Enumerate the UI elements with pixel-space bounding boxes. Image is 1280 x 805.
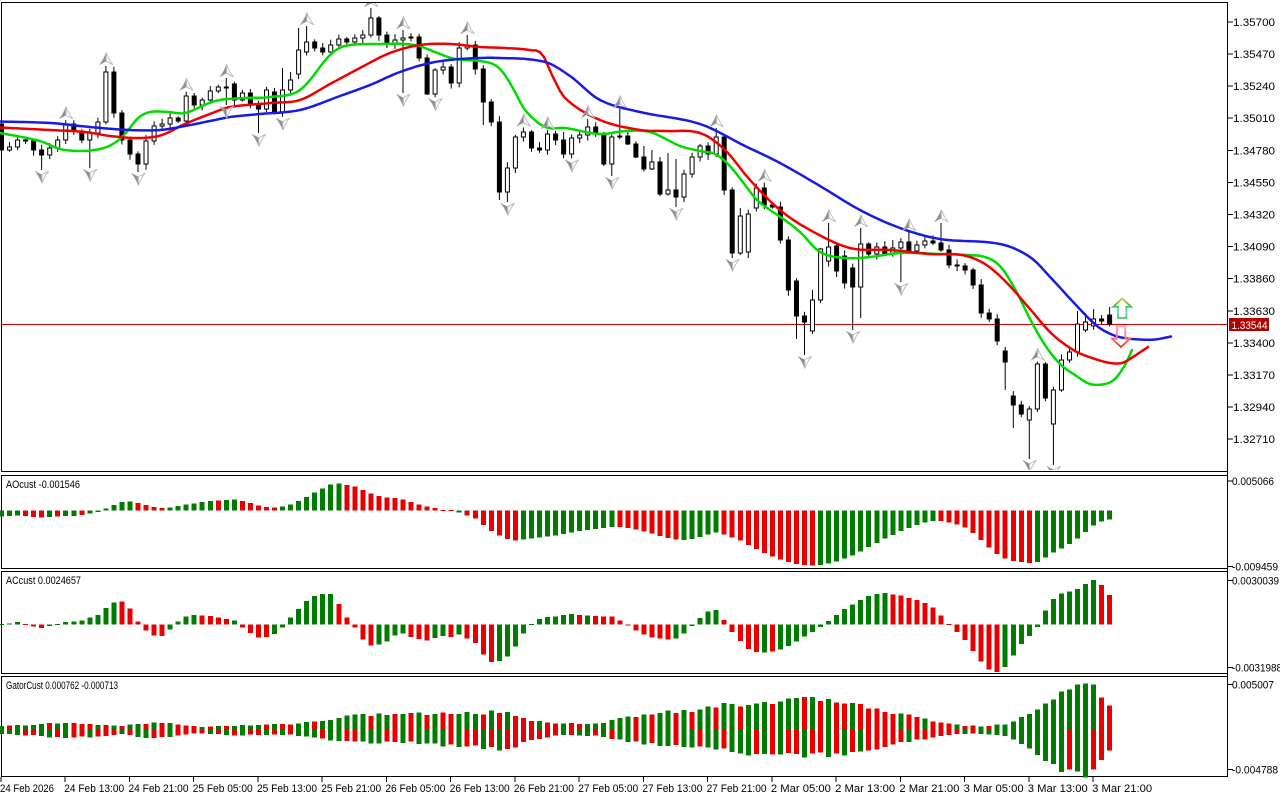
svg-text:-0.004788: -0.004788 <box>1232 765 1278 777</box>
svg-text:25 Feb 05:00: 25 Feb 05:00 <box>193 783 253 795</box>
svg-text:26 Feb 13:00: 26 Feb 13:00 <box>450 783 510 795</box>
svg-text:3 Mar 05:00: 3 Mar 05:00 <box>964 783 1024 795</box>
svg-text:1.35470: 1.35470 <box>1233 49 1275 61</box>
svg-text:25 Feb 13:00: 25 Feb 13:00 <box>257 783 317 795</box>
svg-text:25 Feb 21:00: 25 Feb 21:00 <box>321 783 381 795</box>
svg-text:1.33630: 1.33630 <box>1233 306 1275 318</box>
svg-text:AOcust -0.001546: AOcust -0.001546 <box>6 479 80 491</box>
svg-text:-0.009459: -0.009459 <box>1232 562 1278 574</box>
svg-text:1.32940: 1.32940 <box>1233 402 1275 414</box>
svg-text:0.005066: 0.005066 <box>1232 476 1274 488</box>
svg-text:26 Feb 05:00: 26 Feb 05:00 <box>385 783 445 795</box>
svg-text:24 Feb 2026: 24 Feb 2026 <box>0 783 54 795</box>
svg-text:1.35700: 1.35700 <box>1233 17 1275 29</box>
svg-text:1.35240: 1.35240 <box>1233 81 1275 93</box>
svg-text:1.34550: 1.34550 <box>1233 177 1275 189</box>
svg-text:27 Feb 21:00: 27 Feb 21:00 <box>707 783 767 795</box>
svg-text:1.33860: 1.33860 <box>1233 274 1275 286</box>
svg-text:0.0030039: 0.0030039 <box>1232 576 1279 588</box>
svg-text:3 Mar 13:00: 3 Mar 13:00 <box>1028 783 1088 795</box>
svg-text:GatorCust 0.000762 -0.000713: GatorCust 0.000762 -0.000713 <box>6 680 118 692</box>
svg-text:2 Mar 05:00: 2 Mar 05:00 <box>771 783 831 795</box>
svg-text:26 Feb 21:00: 26 Feb 21:00 <box>514 783 574 795</box>
svg-text:1.33400: 1.33400 <box>1233 338 1275 350</box>
svg-text:1.33170: 1.33170 <box>1233 370 1275 382</box>
svg-text:1.32710: 1.32710 <box>1233 434 1275 446</box>
svg-text:1.34780: 1.34780 <box>1233 145 1275 157</box>
svg-text:1.33544: 1.33544 <box>1232 320 1268 332</box>
svg-text:1.35010: 1.35010 <box>1233 113 1275 125</box>
svg-text:27 Feb 13:00: 27 Feb 13:00 <box>642 783 702 795</box>
svg-text:3 Mar 21:00: 3 Mar 21:00 <box>1092 783 1152 795</box>
svg-text:2 Mar 21:00: 2 Mar 21:00 <box>899 783 959 795</box>
svg-text:24 Feb 21:00: 24 Feb 21:00 <box>129 783 189 795</box>
svg-text:1.34090: 1.34090 <box>1233 242 1275 254</box>
svg-text:1.34320: 1.34320 <box>1233 210 1275 222</box>
svg-text:24 Feb 13:00: 24 Feb 13:00 <box>64 783 124 795</box>
svg-text:27 Feb 05:00: 27 Feb 05:00 <box>578 783 638 795</box>
svg-text:-0.0031988: -0.0031988 <box>1232 663 1280 675</box>
svg-text:ACcust 0.0024657: ACcust 0.0024657 <box>6 575 81 587</box>
svg-text:0.005007: 0.005007 <box>1232 680 1274 692</box>
svg-text:2 Mar 13:00: 2 Mar 13:00 <box>835 783 895 795</box>
